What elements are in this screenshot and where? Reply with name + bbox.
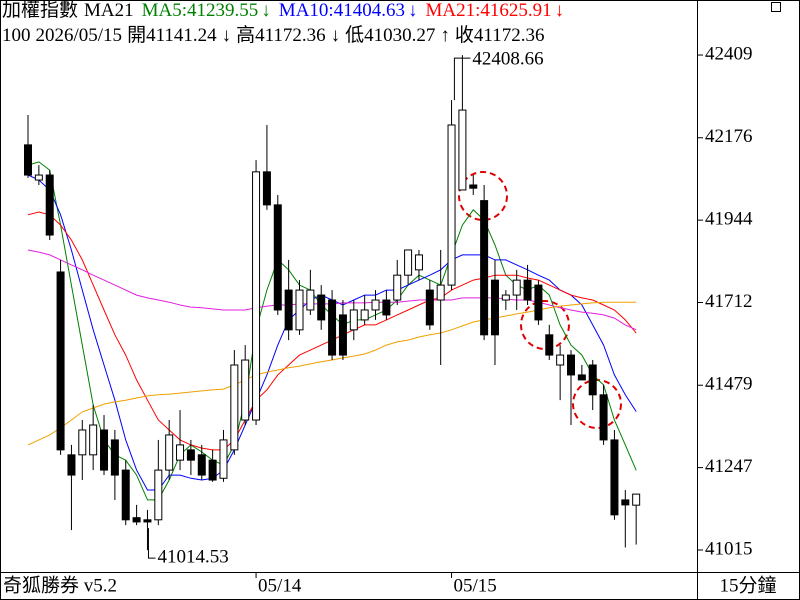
y-tick-label: 41247 [705, 456, 753, 477]
candle-body [599, 394, 608, 441]
brand: 奇狐勝券 v5.2 [3, 574, 117, 596]
candle-body [349, 309, 358, 331]
candle-body [469, 184, 478, 189]
candle-body [208, 459, 217, 481]
candle-body [110, 439, 119, 476]
candle-body [512, 279, 521, 296]
candle-body [425, 289, 434, 326]
candle-body [490, 279, 499, 336]
candle-body [197, 454, 206, 476]
info-item: ↑ [440, 25, 450, 46]
candle-body [100, 429, 109, 471]
candle-body [328, 299, 337, 356]
candle-body [154, 469, 163, 521]
info-item: ↓ [222, 25, 232, 46]
candle-body [447, 124, 456, 286]
candle-body [338, 314, 347, 356]
candle-body [56, 271, 65, 451]
info-item: 高41172.36 [236, 24, 326, 46]
candle-body [78, 429, 87, 456]
window-icon[interactable] [771, 2, 781, 12]
candle-body [252, 171, 261, 421]
y-tick-label: 42409 [705, 43, 753, 64]
candle-body [523, 279, 532, 301]
candle-body [45, 174, 54, 236]
annotation: 41014.53 [157, 547, 228, 568]
candle-body [121, 469, 130, 521]
candle-body [436, 284, 445, 301]
candle-body [132, 517, 141, 523]
candle-body [414, 254, 423, 271]
legend-arrow: ↓ [408, 0, 418, 21]
y-tick-label: 41479 [705, 374, 753, 395]
candle-body [176, 444, 185, 461]
candle-body [34, 174, 43, 181]
candle-body [241, 359, 250, 421]
candle-body [480, 200, 489, 336]
candle-body [577, 374, 586, 381]
candle-body [219, 439, 228, 479]
candle-body [89, 424, 98, 456]
indicator-name: MA21 [84, 0, 134, 21]
header-legend: 加權指數 MA21 MA5:41239.55 ↓ MA10:41404.63 ↓ MA21:… [2, 0, 564, 21]
candle-body [306, 289, 315, 311]
candle-body [534, 284, 543, 321]
highlight-circle [572, 379, 622, 429]
legend-entry: MA10:41404.63 [279, 0, 405, 21]
candle-body [556, 354, 565, 366]
period[interactable]: 15分鐘 [719, 574, 776, 596]
candle-body [610, 439, 619, 516]
info-item: 2026/05/15 [36, 25, 123, 46]
candle-body [501, 294, 510, 301]
legend-entry: MA5:41239.55 [142, 0, 259, 21]
candle-body [67, 454, 76, 476]
candle-body [404, 249, 413, 276]
candle-body [360, 309, 369, 321]
y-tick-label: 42176 [705, 126, 753, 147]
candle-body [567, 354, 575, 376]
info-item: ↓ [331, 25, 341, 46]
header-info: 100 2026/05/15 開41141.24 ↓ 高41172.36 ↓ 低41030.… [2, 24, 544, 46]
highlight-circle [520, 300, 570, 350]
annotation-leader [147, 528, 156, 559]
legend-arrow: ↓ [261, 0, 271, 21]
candle-body [262, 171, 271, 206]
candle-body [382, 299, 391, 316]
y-tick-label: 41944 [705, 208, 753, 229]
candle-body [24, 144, 32, 176]
chart-title: 加權指數 [2, 0, 78, 21]
info-item: 收41172.36 [455, 24, 545, 46]
candle-body [165, 434, 174, 471]
candle-body [458, 109, 467, 191]
x-tick-label: 05/15 [454, 575, 497, 596]
candle-body [230, 364, 239, 451]
legend-arrow: ↓ [555, 0, 565, 21]
candle-body [284, 289, 293, 331]
candle-body [143, 519, 152, 523]
info-item: 100 [2, 25, 31, 46]
y-tick-label: 41015 [705, 538, 753, 559]
x-tick-label: 05/14 [258, 575, 302, 596]
candle-body [393, 274, 402, 301]
candle-body [371, 299, 380, 311]
annotation: 42408.66 [472, 49, 543, 70]
candle-body [295, 289, 304, 331]
candle-body [545, 334, 554, 356]
candle-body [273, 204, 282, 311]
y-tick-label: 41712 [705, 291, 753, 312]
candle-body [621, 499, 630, 506]
candle-body [632, 493, 641, 506]
legend-entry: MA21:41625.91 [425, 0, 551, 21]
candle-body [588, 364, 597, 396]
candle-body [317, 294, 326, 321]
highlight-circle [458, 171, 508, 221]
annotation-leader [453, 57, 471, 101]
info-item: 開41141.24 [127, 25, 217, 46]
info-item: 低41030.27 [345, 24, 435, 46]
candle-body [186, 449, 195, 461]
